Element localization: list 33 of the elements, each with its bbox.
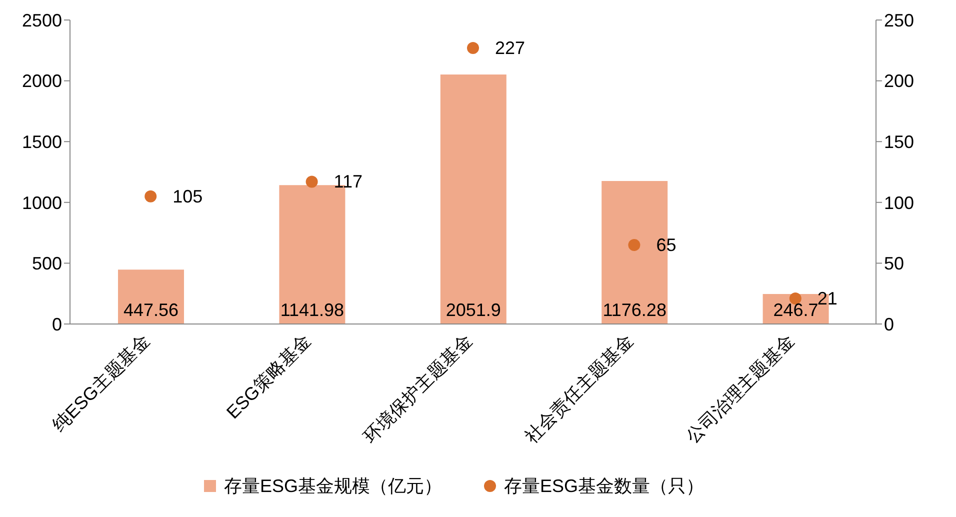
y-tick-label: 2500 <box>22 10 62 30</box>
point <box>628 238 640 251</box>
point <box>144 190 157 202</box>
data-label: 2051.9 <box>446 300 501 320</box>
bar <box>118 270 184 324</box>
bar <box>440 74 506 324</box>
y-tick-label: 2000 <box>22 71 62 92</box>
x-tick-label: 社会责任主题基金 <box>521 330 638 447</box>
y-tick-label: 1000 <box>22 192 62 213</box>
data-label: 117 <box>334 172 363 192</box>
data-label: 65 <box>656 234 676 255</box>
legend-label: 存量ESG基金规模（亿元） <box>222 475 442 498</box>
data-label: 246.7 <box>773 300 818 320</box>
y2-tick-label: 150 <box>884 132 914 152</box>
point <box>467 42 479 54</box>
y2-tick-label: 50 <box>884 254 904 274</box>
y2-tick-label: 250 <box>884 10 914 30</box>
x-tick-label: 公司治理主题基金 <box>682 330 798 447</box>
legend-label: 存量ESG基金数量（只） <box>503 475 704 498</box>
data-label: 1141.98 <box>280 300 344 320</box>
y2-tick-label: 0 <box>884 314 894 334</box>
y-tick-label: 1500 <box>22 132 62 152</box>
point <box>306 176 318 188</box>
y-tick-label: 500 <box>32 254 62 274</box>
data-label: 227 <box>495 38 526 58</box>
data-label: 21 <box>817 288 838 308</box>
data-label: 105 <box>172 186 203 206</box>
y-tick-label: 0 <box>52 314 62 334</box>
y2-tick-label: 200 <box>884 71 914 92</box>
data-label: 1176.28 <box>602 300 666 320</box>
data-label: 447.56 <box>123 300 179 320</box>
y2-tick-label: 100 <box>884 192 914 213</box>
x-tick-label: 环境保护主题基金 <box>360 330 476 447</box>
